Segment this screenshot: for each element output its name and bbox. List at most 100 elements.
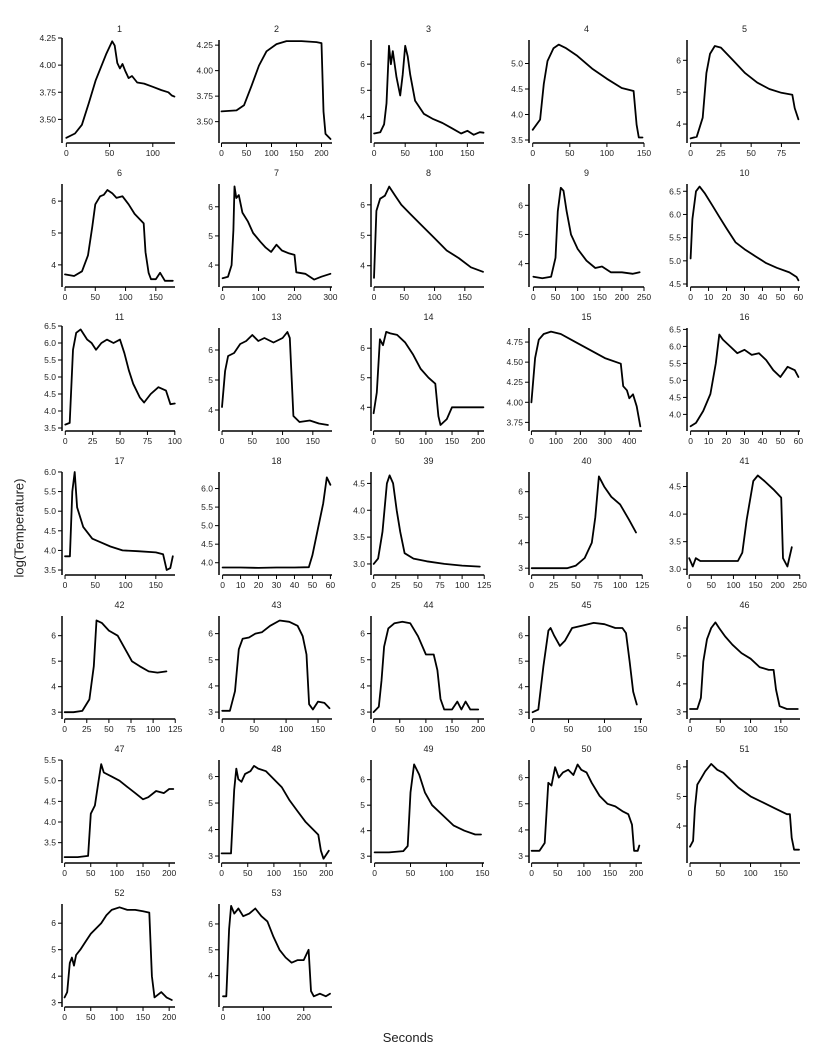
x-tick-label: 100 bbox=[279, 724, 293, 734]
y-tick-label: 5 bbox=[518, 799, 523, 809]
x-tick-label: 100 bbox=[251, 292, 265, 302]
y-tick-label: 4.5 bbox=[201, 539, 213, 549]
y-tick-label: 4 bbox=[518, 538, 523, 548]
y-tick-label: 5.0 bbox=[669, 375, 681, 385]
y-tick-label: 6 bbox=[208, 202, 213, 212]
x-tick-label: 100 bbox=[146, 148, 160, 158]
y-tick-label: 4.0 bbox=[44, 406, 56, 416]
series-line bbox=[221, 331, 329, 426]
x-tick-label: 0 bbox=[529, 436, 534, 446]
panel-2: 2 3.50 3.75 4.00 4.25 0 50 100 150 200 bbox=[196, 24, 332, 158]
panel-3: 3 4 5 6 0 50 100 150 bbox=[360, 24, 485, 158]
y-tick-label: 5 bbox=[360, 85, 365, 95]
series-line bbox=[689, 763, 800, 851]
y-tick-label: 5 bbox=[676, 87, 681, 97]
x-tick-label: 0 bbox=[530, 724, 535, 734]
panel-49: 49 3 4 5 6 0 50 100 150 bbox=[360, 744, 490, 878]
series-line bbox=[64, 471, 174, 571]
y-tick-label: 4 bbox=[518, 259, 523, 269]
x-tick-label: 50 bbox=[308, 580, 318, 590]
x-tick-label: 150 bbox=[593, 292, 607, 302]
series-line bbox=[530, 330, 642, 428]
panel-50: 50 3 4 5 6 0 50 100 150 200 bbox=[518, 744, 643, 878]
x-tick-label: 400 bbox=[622, 436, 636, 446]
y-tick-label: 3.50 bbox=[39, 114, 56, 124]
x-tick-label: 0 bbox=[63, 436, 68, 446]
x-tick-label: 150 bbox=[445, 436, 459, 446]
y-tick-label: 5.5 bbox=[44, 487, 56, 497]
x-tick-label: 100 bbox=[743, 868, 757, 878]
x-tick-label: 150 bbox=[306, 436, 320, 446]
x-axis-label: Seconds bbox=[382, 1030, 434, 1045]
panel-13: 13 4 5 6 0 50 100 150 bbox=[208, 312, 332, 446]
y-tick-label: 5 bbox=[676, 791, 681, 801]
y-tick-label: 5.5 bbox=[201, 502, 213, 512]
y-tick-label: 3 bbox=[518, 851, 523, 861]
panel-title: 16 bbox=[739, 312, 749, 322]
x-tick-label: 100 bbox=[743, 724, 757, 734]
y-tick-label: 4 bbox=[676, 119, 681, 129]
y-tick-label: 6.5 bbox=[669, 324, 681, 334]
x-tick-label: 50 bbox=[104, 724, 114, 734]
panel-title: 50 bbox=[581, 744, 591, 754]
y-tick-label: 4 bbox=[51, 682, 56, 692]
x-tick-label: 10 bbox=[236, 580, 246, 590]
x-tick-label: 150 bbox=[311, 724, 325, 734]
y-tick-label: 6 bbox=[518, 631, 523, 641]
x-tick-label: 20 bbox=[722, 292, 732, 302]
x-tick-label: 100 bbox=[439, 868, 453, 878]
panel-title: 43 bbox=[271, 600, 281, 610]
y-tick-label: 4.5 bbox=[44, 389, 56, 399]
x-tick-label: 50 bbox=[564, 724, 574, 734]
x-tick-label: 50 bbox=[91, 580, 101, 590]
y-tick-label: 5 bbox=[360, 373, 365, 383]
x-tick-label: 250 bbox=[637, 292, 651, 302]
x-tick-label: 0 bbox=[688, 436, 693, 446]
y-tick-label: 6.0 bbox=[201, 484, 213, 494]
x-tick-label: 50 bbox=[248, 436, 258, 446]
x-tick-label: 0 bbox=[372, 292, 377, 302]
panel-title: 40 bbox=[581, 456, 591, 466]
x-tick-label: 50 bbox=[716, 868, 726, 878]
x-tick-label: 75 bbox=[777, 148, 787, 158]
y-tick-label: 4.5 bbox=[44, 796, 56, 806]
panel-42: 42 3 4 5 6 0 25 50 75 100 125 bbox=[51, 600, 182, 734]
panel-title: 46 bbox=[739, 600, 749, 610]
panel-7: 7 4 5 6 0 100 200 300 bbox=[208, 168, 338, 302]
series-line bbox=[372, 474, 481, 568]
x-tick-label: 50 bbox=[553, 868, 563, 878]
y-tick-label: 6.0 bbox=[669, 209, 681, 219]
y-tick-label: 4.00 bbox=[196, 66, 213, 76]
panel-title: 13 bbox=[271, 312, 281, 322]
y-tick-label: 5 bbox=[518, 229, 523, 239]
series-line bbox=[531, 43, 644, 139]
x-tick-label: 100 bbox=[726, 580, 740, 590]
panel-title: 17 bbox=[114, 456, 124, 466]
x-tick-label: 50 bbox=[413, 580, 423, 590]
y-tick-label: 3 bbox=[208, 707, 213, 717]
x-tick-label: 75 bbox=[435, 580, 445, 590]
y-tick-label: 6 bbox=[208, 919, 213, 929]
x-tick-label: 50 bbox=[716, 724, 726, 734]
x-tick-label: 100 bbox=[110, 868, 124, 878]
x-tick-label: 25 bbox=[88, 436, 98, 446]
y-tick-label: 5 bbox=[518, 656, 523, 666]
panel-title: 4 bbox=[584, 24, 589, 34]
y-tick-label: 6 bbox=[208, 629, 213, 639]
x-tick-label: 40 bbox=[758, 292, 768, 302]
y-tick-label: 5 bbox=[208, 945, 213, 955]
y-tick-label: 3 bbox=[518, 707, 523, 717]
panel-title: 1 bbox=[117, 24, 122, 34]
y-tick-label: 5 bbox=[676, 651, 681, 661]
x-tick-label: 0 bbox=[63, 580, 68, 590]
panel-41: 41 3.0 3.5 4.0 4.5 0 50 100 150 200 250 bbox=[669, 456, 807, 590]
x-tick-label: 30 bbox=[740, 436, 750, 446]
x-tick-label: 100 bbox=[256, 1012, 270, 1022]
y-tick-label: 3 bbox=[518, 563, 523, 573]
y-tick-label: 4 bbox=[518, 682, 523, 692]
y-tick-label: 3 bbox=[360, 851, 365, 861]
y-tick-label: 5.5 bbox=[44, 755, 56, 765]
y-tick-label: 3.75 bbox=[39, 87, 56, 97]
x-tick-label: 0 bbox=[372, 868, 377, 878]
